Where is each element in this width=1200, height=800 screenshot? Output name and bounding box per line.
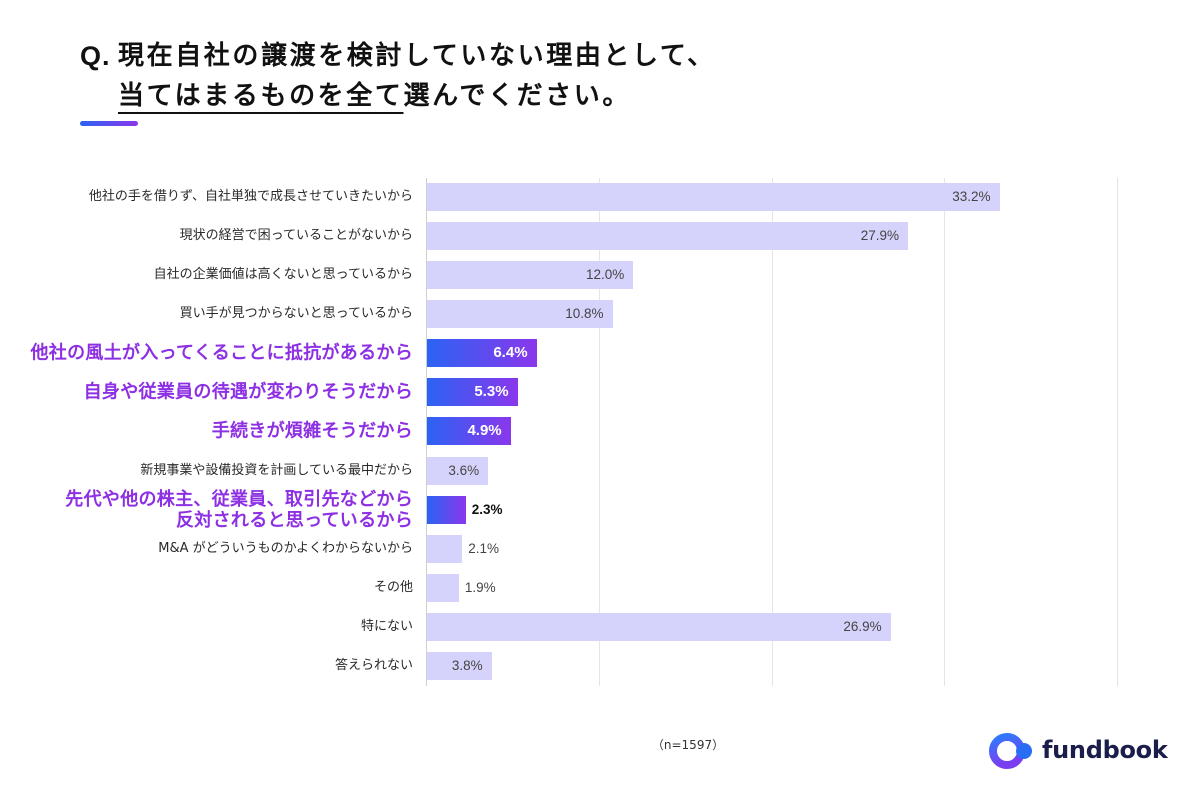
fundbook-logo-text: fundbook <box>1042 736 1168 764</box>
bar-5 <box>427 339 537 368</box>
category-label-7: 手続きが煩雑そうだから <box>211 420 413 442</box>
logo-dot <box>1016 743 1032 759</box>
question-prefix: Q. <box>80 41 111 71</box>
bar-7 <box>427 417 511 446</box>
bar-9 <box>427 495 466 524</box>
value-label-2: 27.9% <box>860 228 899 244</box>
category-label-2: 現状の経営で困っていることがないから <box>179 228 413 244</box>
fundbook-logo: fundbook <box>988 729 1178 773</box>
value-label-10: 2.1% <box>468 540 500 556</box>
value-label-4: 10.8% <box>565 306 604 322</box>
value-label-1: 33.2% <box>952 189 991 204</box>
axis-line <box>426 178 427 686</box>
bar-6 <box>427 378 518 407</box>
category-label-6: 自身や従業員の待遇が変わりそうだから <box>83 381 413 403</box>
bar-10 <box>427 534 463 563</box>
value-label-12: 26.9% <box>843 618 882 634</box>
bar-13 <box>427 651 492 680</box>
category-label-13: 答えられない <box>334 657 413 673</box>
value-label-6: 5.3% <box>474 383 509 401</box>
category-label-10: M&A がどういうものかよくわからないから <box>158 540 413 556</box>
bar-8 <box>427 456 489 485</box>
question-title-emphasis: 当てはまるものを全て <box>118 81 404 111</box>
category-label-3: 自社の企業価値は高くないと思っているから <box>153 267 413 283</box>
category-label-4: 買い手が見つからないと思っているから <box>179 306 413 322</box>
category-label-1: 他社の手を借りず、自社単独で成長させていきたいから <box>88 189 413 204</box>
bar-4 <box>427 300 613 329</box>
gridline-3 <box>944 178 945 686</box>
category-label-8: 新規事業や設備投資を計画している最中だから <box>140 462 413 478</box>
value-label-5: 6.4% <box>493 344 528 362</box>
sample-size-note: （n=1597） <box>651 738 725 752</box>
bar-2 <box>427 222 908 251</box>
category-label-11: その他 <box>373 579 413 595</box>
gridline-4 <box>1117 178 1118 686</box>
value-label-8: 3.6% <box>448 462 480 478</box>
question-title-line1: 現在自社の譲渡を検討していない理由として、 <box>118 41 716 71</box>
category-label-9: 先代や他の株主、従業員、取引先などから 反対されると思っているから <box>65 488 413 531</box>
question-title-rest: 選んでください。 <box>403 81 631 111</box>
category-label-5: 他社の風土が入ってくることに抵抗があるから <box>30 342 413 364</box>
bar-12 <box>427 612 891 641</box>
value-label-3: 12.0% <box>586 267 625 283</box>
value-label-13: 3.8% <box>451 657 483 673</box>
category-label-12: 特にない <box>360 618 413 634</box>
gridline-1 <box>599 178 600 686</box>
fundbook-logo-icon <box>989 733 1032 769</box>
bar-1 <box>427 183 1000 211</box>
title-accent-bar <box>80 121 138 126</box>
value-label-9: 2.3% <box>471 501 503 517</box>
value-label-11: 1.9% <box>464 579 496 595</box>
bar-3 <box>427 261 634 290</box>
question-title-line2: 当てはまるものを全て選んでください。 <box>118 78 631 114</box>
bar-11 <box>427 573 459 602</box>
gridline-2 <box>772 178 773 686</box>
value-label-7: 4.9% <box>467 422 502 440</box>
